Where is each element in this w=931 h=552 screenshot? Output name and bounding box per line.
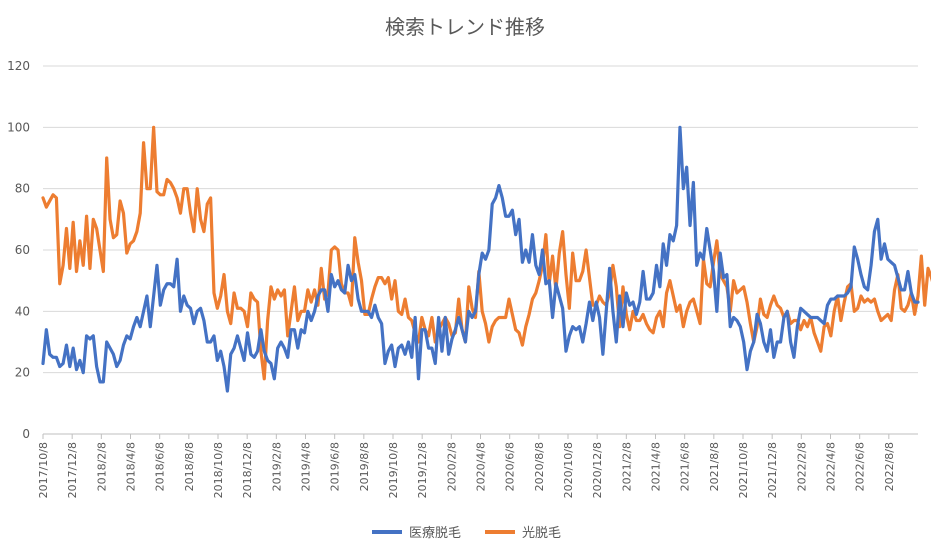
series-line-iryou	[41, 125, 920, 393]
y-tick-label: 100	[7, 120, 30, 134]
y-tick-label: 0	[22, 427, 30, 441]
x-tick-label: 2019/12/8	[416, 442, 429, 498]
y-tick-label: 20	[15, 366, 30, 380]
x-tick-label: 2020/2/8	[445, 442, 458, 491]
series-lines	[41, 125, 931, 393]
series-line-hikari	[41, 125, 931, 381]
x-tick-label: 2019/10/8	[387, 442, 400, 498]
x-tick-label: 2019/8/8	[358, 442, 371, 491]
x-tick-label: 2021/2/8	[620, 442, 633, 491]
x-tick-label: 2021/12/8	[766, 442, 779, 498]
y-tick-label: 80	[15, 182, 30, 196]
x-tick-label: 2022/4/8	[825, 442, 838, 491]
x-tick-label: 2020/8/8	[533, 442, 546, 491]
x-tick-label: 2021/8/8	[708, 442, 721, 491]
x-tick-label: 2022/6/8	[854, 442, 867, 491]
legend-label-iryou: 医療脱毛	[409, 526, 461, 541]
x-tick-label: 2021/6/8	[679, 442, 692, 491]
x-tick-label: 2018/12/8	[241, 442, 254, 498]
x-tick-label: 2019/2/8	[270, 442, 283, 491]
x-tick-label: 2020/12/8	[591, 442, 604, 498]
x-tick-label: 2017/12/8	[66, 442, 79, 498]
x-tick-label: 2020/6/8	[504, 442, 517, 491]
x-tick-label: 2020/10/8	[562, 442, 575, 498]
x-tick-label: 2018/8/8	[183, 442, 196, 491]
gridlines	[43, 65, 918, 435]
x-tick-label: 2018/4/8	[125, 442, 138, 491]
x-tick-label: 2020/4/8	[475, 442, 488, 491]
y-tick-label: 40	[15, 304, 30, 318]
x-tick-label: 2018/6/8	[154, 442, 167, 491]
x-tick-label: 2019/4/8	[300, 442, 313, 491]
x-tick-label: 2018/10/8	[212, 442, 225, 498]
x-tick-label: 2018/2/8	[95, 442, 108, 491]
x-tick-label: 2022/2/8	[795, 442, 808, 491]
x-tick-label: 2017/10/8	[37, 442, 50, 498]
legend-label-hikari: 光脱毛	[522, 526, 561, 541]
chart-title: 検索トレンド推移	[385, 15, 545, 39]
x-tick-label: 2021/10/8	[737, 442, 750, 498]
y-tick-label: 120	[7, 59, 30, 73]
legend: 医療脱毛 光脱毛	[372, 526, 561, 541]
x-tick-label: 2022/8/8	[883, 442, 896, 491]
x-tick-label: 2021/4/8	[650, 442, 663, 491]
y-tick-label: 60	[15, 243, 30, 257]
x-tick-label: 2019/6/8	[329, 442, 342, 491]
x-axis-ticks: 2017/10/8 2017/12/8 2018/2/8 2018/4/8 2018/6…	[37, 434, 896, 498]
y-axis-ticks: 0 20 40 60 80 100 120	[7, 59, 30, 441]
